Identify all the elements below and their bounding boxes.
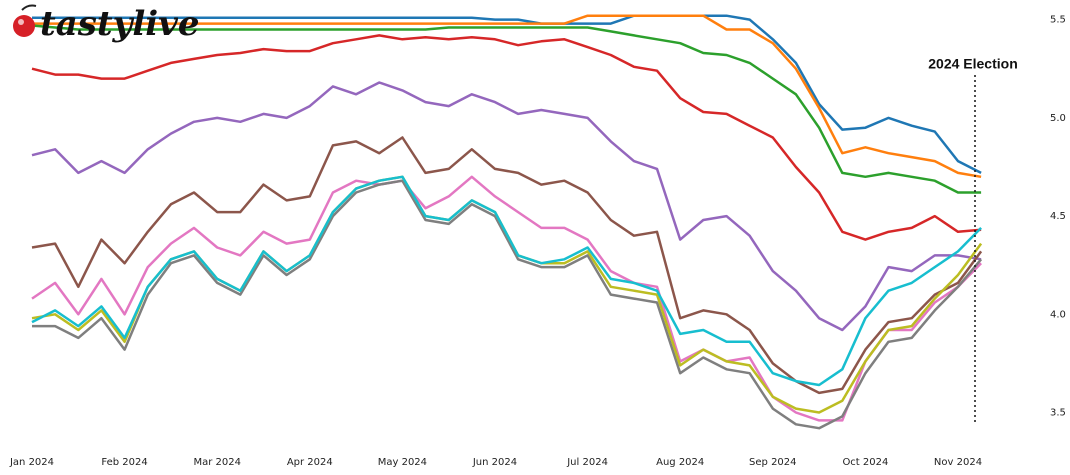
x-tick-label: Oct 2024 (842, 457, 888, 468)
series-line (31, 34, 982, 241)
y-tick-label: 4.0 (1050, 309, 1066, 320)
series-line (31, 81, 982, 332)
x-tick-label: Jan 2024 (9, 457, 54, 468)
y-tick-label: 4.5 (1050, 211, 1066, 222)
series-line (31, 175, 983, 414)
logo: tastylive (40, 4, 200, 44)
series-line (31, 24, 982, 194)
x-tick-label: Sep 2024 (749, 457, 796, 468)
y-tick-label: 5.0 (1050, 113, 1066, 124)
series-line (31, 175, 982, 387)
y-tick-label: 5.5 (1050, 15, 1066, 26)
x-tick-label: Jul 2024 (566, 457, 608, 468)
x-tick-label: May 2024 (378, 457, 427, 468)
x-tick-label: Jun 2024 (472, 457, 517, 468)
annotation: 2024 Election (928, 56, 1018, 72)
series-line (32, 14, 982, 175)
logo-icon (13, 4, 37, 37)
x-tick-label: Aug 2024 (656, 457, 704, 468)
series-line (32, 14, 982, 179)
x-tick-label: Apr 2024 (287, 457, 333, 468)
x-tick-label: Nov 2024 (934, 457, 982, 468)
lines (31, 14, 983, 430)
x-tick-label: Feb 2024 (101, 457, 147, 468)
series-line (31, 136, 983, 395)
series-line (31, 175, 982, 422)
y-tick-label: 3.5 (1050, 408, 1066, 419)
x-tick-label: Mar 2024 (193, 457, 241, 468)
series-line (32, 179, 983, 430)
